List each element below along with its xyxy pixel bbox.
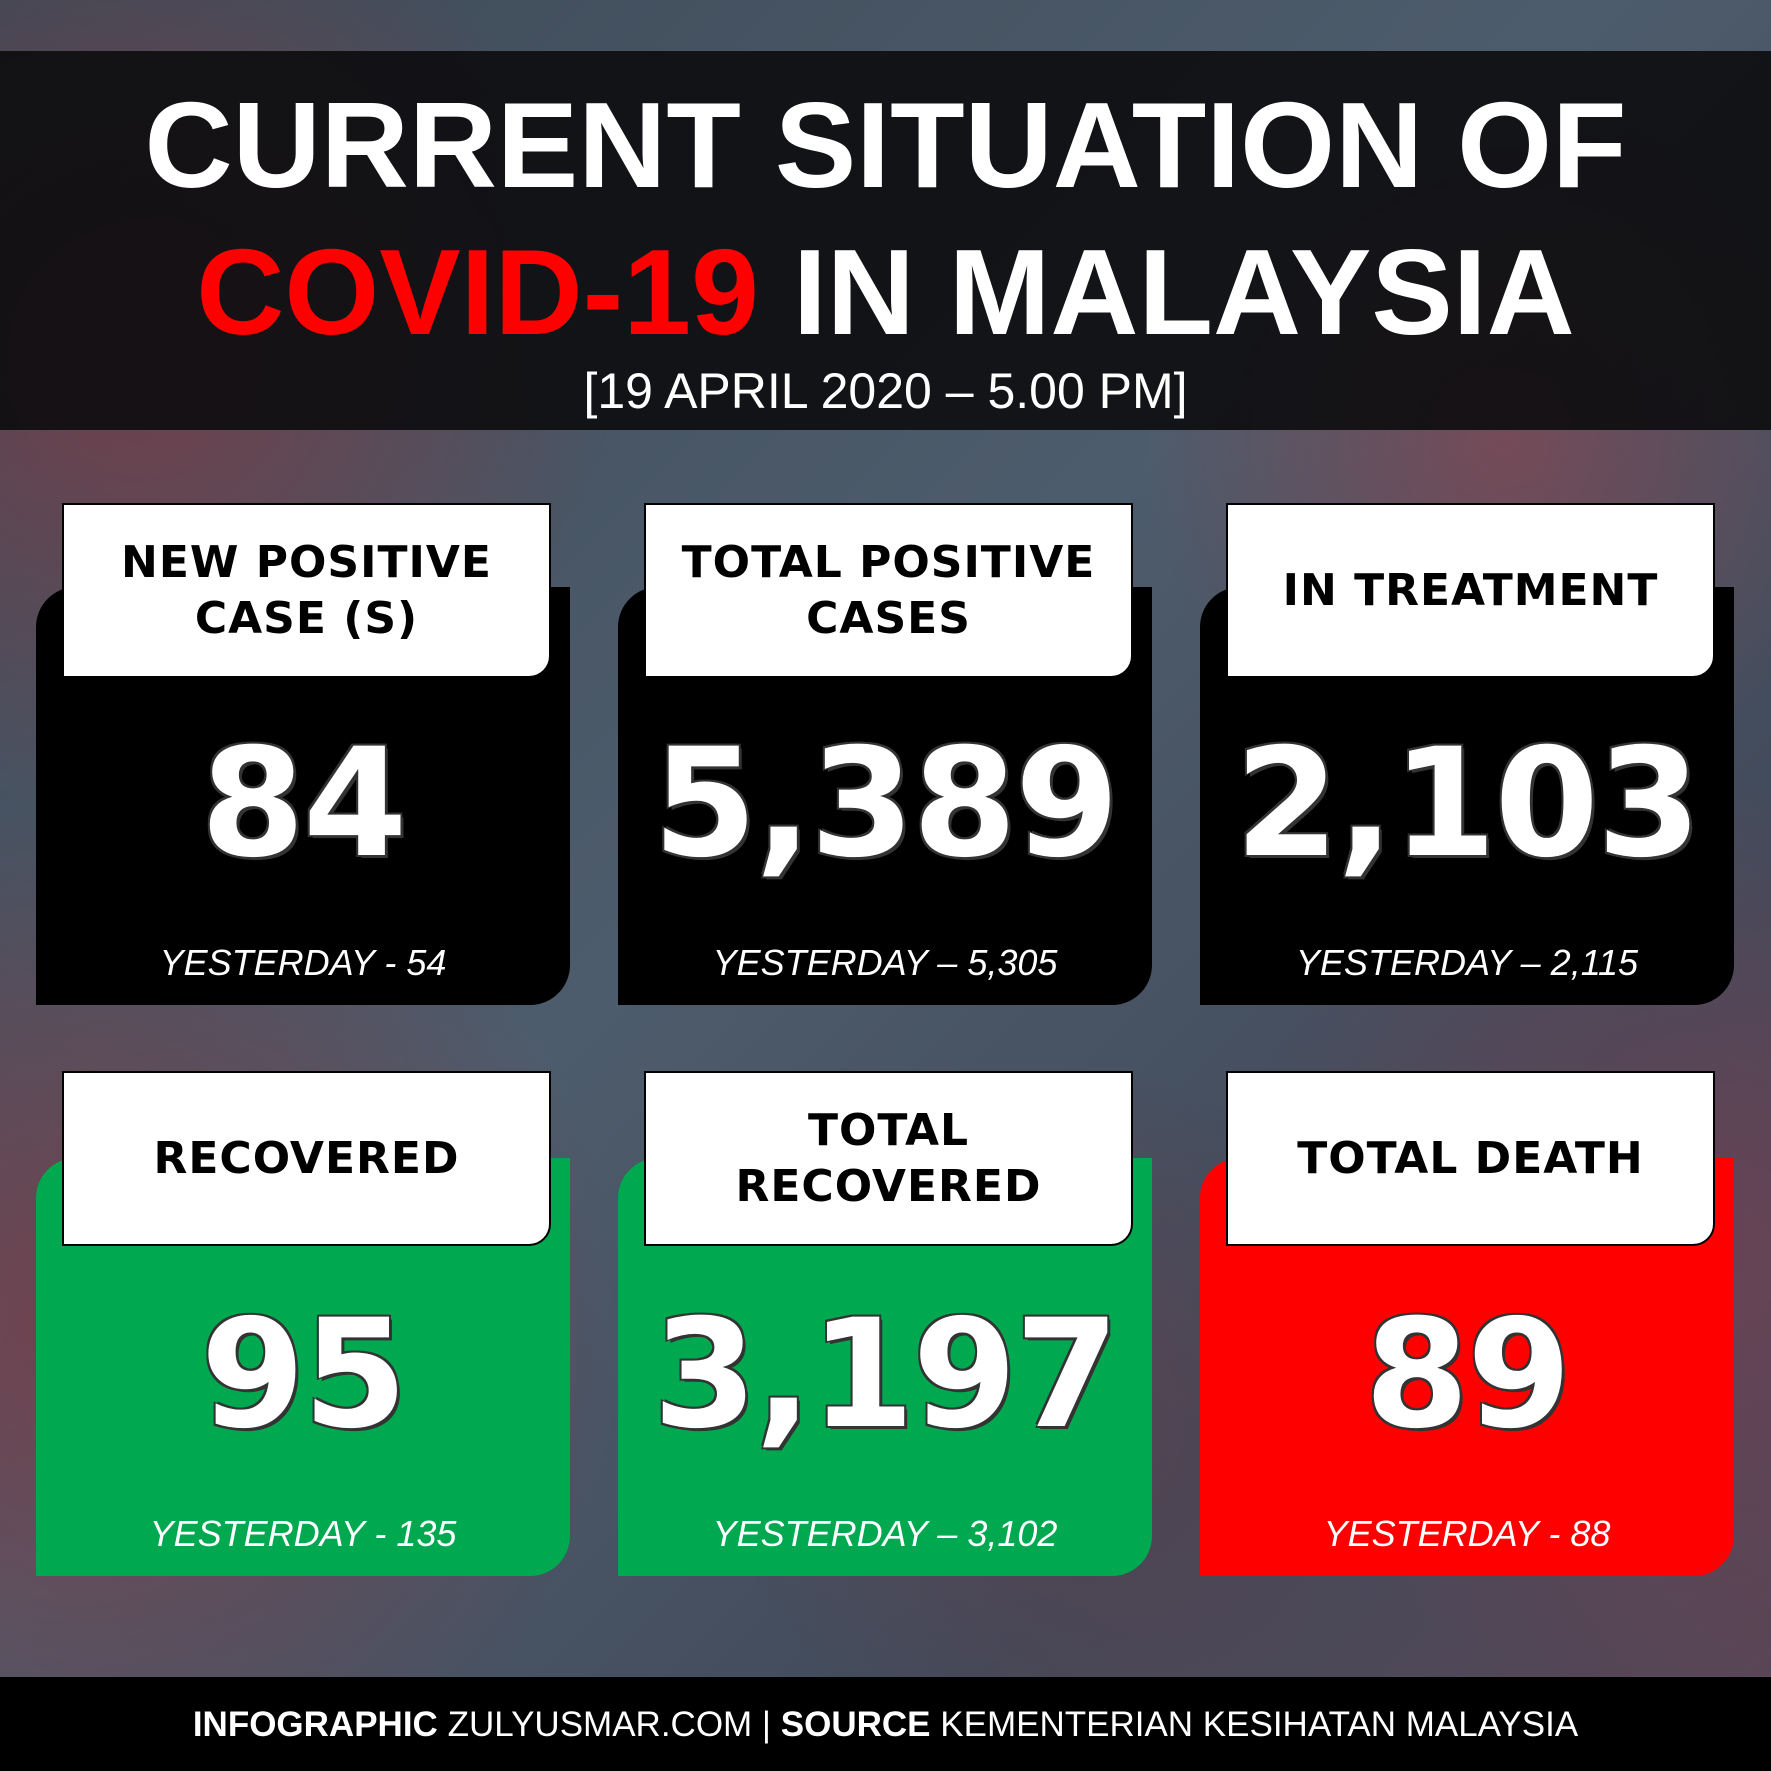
card-yesterday: YESTERDAY – 2,115 — [1295, 942, 1639, 983]
footer-bold: SOURCE — [780, 1705, 931, 1744]
card-value: 89 — [1364, 1288, 1572, 1462]
card-value: 5,389 — [652, 717, 1119, 891]
card-yesterday: YESTERDAY – 5,305 — [712, 942, 1058, 983]
card-label: TOTAL POSITIVE CASES — [644, 503, 1133, 678]
stat-card: IN TREATMENT 2,103 YESTERDAY – 2,115 — [1200, 503, 1734, 1005]
card-value: 2,103 — [1234, 717, 1701, 891]
footer-band — [0, 1677, 1771, 1771]
card-yesterday: YESTERDAY – 3,102 — [712, 1513, 1058, 1554]
stat-card: NEW POSITIVE CASE (S) 84 YESTERDAY - 54 — [36, 503, 570, 1005]
footer: INFOGRAPHIC ZULYUSMAR.COM | SOURCE KEMEN… — [0, 1705, 1771, 1745]
title-line1: CURRENT SITUATION OF — [144, 77, 1627, 213]
card-label: NEW POSITIVE CASE (S) — [62, 503, 551, 678]
card-label: RECOVERED — [62, 1071, 551, 1246]
card-value: 95 — [200, 1288, 408, 1462]
card-value: 84 — [200, 717, 408, 891]
title-highlight: COVID-19 — [196, 224, 759, 360]
title-rest: IN MALAYSIA — [792, 224, 1575, 360]
stat-card: RECOVERED 95 YESTERDAY - 135 — [36, 1071, 570, 1576]
card-yesterday: YESTERDAY - 88 — [1323, 1513, 1611, 1554]
footer-text: ZULYUSMAR.COM | — [447, 1705, 772, 1744]
stat-card: TOTAL POSITIVE CASES 5,389 YESTERDAY – 5,3… — [618, 503, 1152, 1005]
stat-card: TOTAL RECOVERED 3,197 YESTERDAY – 3,102 — [618, 1071, 1152, 1576]
footer-text: KEMENTERIAN KESIHATAN MALAYSIA — [940, 1705, 1579, 1744]
card-value: 3,197 — [652, 1288, 1119, 1462]
card-yesterday: YESTERDAY - 135 — [149, 1513, 457, 1554]
card-label: TOTAL DEATH — [1226, 1071, 1715, 1246]
card-label: TOTAL RECOVERED — [644, 1071, 1133, 1246]
footer-bold: INFOGRAPHIC — [192, 1705, 438, 1744]
card-label: IN TREATMENT — [1226, 503, 1715, 678]
card-yesterday: YESTERDAY - 54 — [159, 942, 447, 983]
date: [19 APRIL 2020 – 5.00 PM] — [583, 363, 1188, 419]
header-band — [0, 51, 1771, 430]
stat-card: TOTAL DEATH 89 YESTERDAY - 88 — [1200, 1071, 1734, 1576]
title-line2: COVID-19 IN MALAYSIA — [0, 222, 1771, 362]
